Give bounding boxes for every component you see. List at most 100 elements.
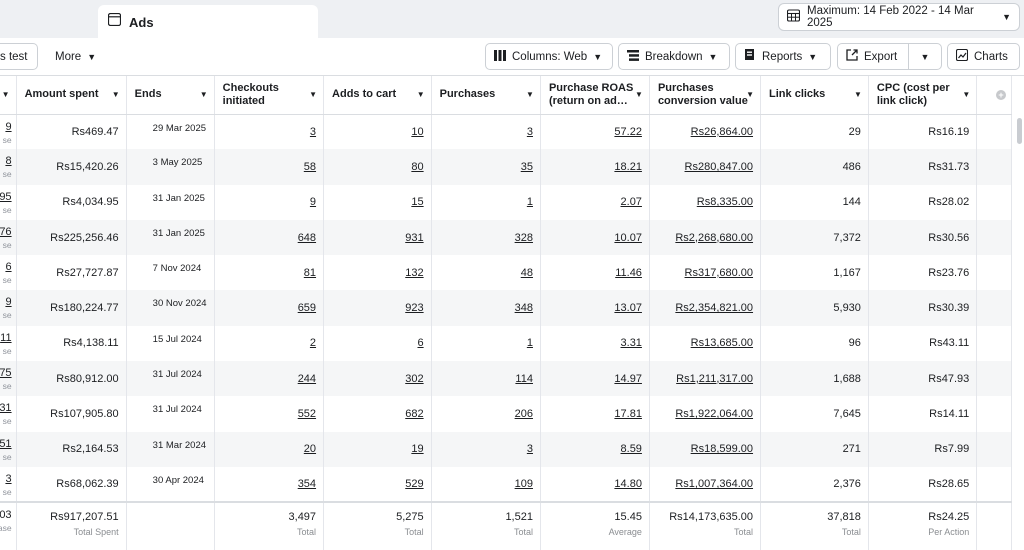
column-header-roas[interactable]: Purchase ROAS (return on ad… ▼ xyxy=(540,76,650,115)
adds-to-cart-cell[interactable]: 529 xyxy=(323,466,432,503)
table-row[interactable]: 51 se Rs2,164.53 31 Mar 2024 20 19 3 8.59 Rs18,5… xyxy=(0,431,1012,467)
roas-cell[interactable]: 14.97 xyxy=(540,361,650,397)
purchases-cell[interactable]: 348 xyxy=(431,290,541,326)
adds-to-cart-cell[interactable]: 132 xyxy=(323,255,432,291)
roas-cell[interactable]: 18.21 xyxy=(540,149,650,185)
checkouts-cell[interactable]: 354 xyxy=(214,466,325,503)
roas-cell[interactable]: 14.80 xyxy=(540,466,650,503)
adds-to-cart-cell[interactable]: 80 xyxy=(323,149,432,185)
sort-down-icon[interactable]: ▼ xyxy=(746,90,755,99)
sort-down-icon[interactable]: ▼ xyxy=(854,90,862,99)
checkouts-cell[interactable]: 9 xyxy=(214,184,325,220)
adds-to-cart-cell[interactable]: 19 xyxy=(323,431,432,467)
conversion-value-cell[interactable]: Rs13,685.00 xyxy=(649,325,762,362)
adds-to-cart-cell[interactable]: 923 xyxy=(323,290,432,326)
purchases-cell[interactable]: 109 xyxy=(431,466,541,503)
more-button[interactable]: More ▼ xyxy=(47,43,105,70)
table-row[interactable]: 31 se Rs107,905.80 31 Jul 2024 552 682 206 17.8… xyxy=(0,396,1012,432)
adds-to-cart-cell[interactable]: 302 xyxy=(323,361,432,397)
purchases-cell[interactable]: 35 xyxy=(431,149,541,185)
column-header-cpc[interactable]: CPC (cost per link click) ▼ xyxy=(868,76,978,115)
table-row[interactable]: 9 se Rs180,224.77 30 Nov 2024 659 923 348 13.07… xyxy=(0,290,1012,326)
column-header-checkouts[interactable]: Checkouts initiated ▼ xyxy=(214,76,325,115)
roas-cell[interactable]: 8.59 xyxy=(540,431,650,467)
columns-button[interactable]: Columns: Web ▼ xyxy=(485,43,613,70)
vertical-scrollbar[interactable] xyxy=(1017,118,1022,144)
date-range-button[interactable]: Maximum: 14 Feb 2022 - 14 Mar 2025 ▼ xyxy=(778,3,1020,31)
breakdown-button[interactable]: Breakdown ▼ xyxy=(618,43,730,70)
purchases-cell[interactable]: 3 xyxy=(431,431,541,467)
table-row[interactable]: 76 se Rs225,256.46 31 Jan 2025 648 931 328 10.0… xyxy=(0,219,1012,256)
export-dropdown-button[interactable]: ▼ xyxy=(908,43,942,70)
checkouts-cell[interactable]: 2 xyxy=(214,325,325,362)
roas-cell[interactable]: 11.46 xyxy=(540,255,650,291)
add-column-header[interactable]: + xyxy=(976,76,1012,115)
conversion-value-cell[interactable]: Rs1,211,317.00 xyxy=(649,361,762,397)
column-header-amount-spent[interactable]: Amount spent ▼ xyxy=(16,76,127,115)
column-header-adds-to-cart[interactable]: Adds to cart ▼ xyxy=(323,76,432,115)
table-row[interactable]: 6 se Rs27,727.87 7 Nov 2024 81 132 48 11.46 Rs31… xyxy=(0,255,1012,291)
roas-cell[interactable]: 3.31 xyxy=(540,325,650,362)
purchases-cell[interactable]: 1 xyxy=(431,184,541,220)
purchases-cell[interactable]: 1 xyxy=(431,325,541,362)
sort-down-icon[interactable]: ▼ xyxy=(111,90,120,99)
adds-to-cart-cell[interactable]: 15 xyxy=(323,184,432,220)
charts-button[interactable]: Charts xyxy=(947,43,1020,70)
checkouts-cell[interactable]: 58 xyxy=(214,149,325,185)
conversion-value-cell[interactable]: Rs1,922,064.00 xyxy=(649,396,762,432)
roas-cell[interactable]: 2.07 xyxy=(540,184,650,220)
table-row[interactable]: 9 se Rs469.47 29 Mar 2025 3 10 3 57.22 Rs26,864.… xyxy=(0,114,1012,150)
adds-to-cart-cell[interactable]: 931 xyxy=(323,219,432,256)
checkouts-cell[interactable]: 659 xyxy=(214,290,325,326)
adds-to-cart-cell[interactable]: 6 xyxy=(323,325,432,362)
adds-to-cart-cell[interactable]: 682 xyxy=(323,396,432,432)
checkouts-cell[interactable]: 552 xyxy=(214,396,325,432)
checkouts-cell[interactable]: 81 xyxy=(214,255,325,291)
sort-down-icon[interactable]: ▼ xyxy=(309,90,318,99)
conversion-value-cell[interactable]: Rs2,354,821.00 xyxy=(649,290,762,326)
column-header-purchases[interactable]: Purchases ▼ xyxy=(431,76,541,115)
sort-down-icon[interactable]: ▼ xyxy=(962,90,971,99)
conversion-value-cell[interactable]: Rs8,335.00 xyxy=(649,184,762,220)
conversion-value-cell[interactable]: Rs26,864.00 xyxy=(649,114,762,150)
conversion-value-cell[interactable]: Rs18,599.00 xyxy=(649,431,762,467)
table-row[interactable]: 95 se Rs4,034.95 31 Jan 2025 9 15 1 2.07 Rs8,335… xyxy=(0,184,1012,220)
column-header-conversion-value[interactable]: Purchases conversion value ▼ xyxy=(649,76,762,115)
table-row[interactable]: 75 se Rs80,912.00 31 Jul 2024 244 302 114 14.97… xyxy=(0,361,1012,397)
column-header-ends[interactable]: Ends ▼ xyxy=(126,76,215,115)
column-header-link-clicks[interactable]: Link clicks ▼ xyxy=(760,76,869,115)
conversion-value-cell[interactable]: Rs280,847.00 xyxy=(649,149,762,185)
roas-cell[interactable]: 17.81 xyxy=(540,396,650,432)
ab-test-button[interactable]: s test xyxy=(0,43,38,70)
checkouts-cell[interactable]: 648 xyxy=(214,219,325,256)
checkouts-cell[interactable]: 20 xyxy=(214,431,325,467)
purchases-cell[interactable]: 48 xyxy=(431,255,541,291)
export-button[interactable]: Export xyxy=(837,43,909,70)
sort-down-icon[interactable]: ▼ xyxy=(416,90,425,99)
top-bar: Ads Maximum: 14 Feb 2022 - 14 Mar 2025 ▼ xyxy=(0,0,1024,39)
conversion-value-cell[interactable]: Rs317,680.00 xyxy=(649,255,762,291)
conversion-value-cell[interactable]: Rs1,007,364.00 xyxy=(649,466,762,503)
table-row[interactable]: 11 se Rs4,138.11 15 Jul 2024 2 6 1 3.31 Rs13,685… xyxy=(0,325,1012,362)
checkouts-cell[interactable]: 3 xyxy=(214,114,325,150)
conversion-value-cell[interactable]: Rs2,268,680.00 xyxy=(649,219,762,256)
purchases-cell[interactable]: 328 xyxy=(431,219,541,256)
add-column-icon[interactable]: + xyxy=(996,90,1006,100)
sort-down-icon[interactable]: ▼ xyxy=(526,90,534,99)
tab-ads[interactable]: Ads xyxy=(98,5,318,39)
roas-cell[interactable]: 13.07 xyxy=(540,290,650,326)
sort-down-icon[interactable]: ▼ xyxy=(199,90,208,99)
roas-cell[interactable]: 57.22 xyxy=(540,114,650,150)
roas-cell[interactable]: 10.07 xyxy=(540,219,650,256)
purchases-cell[interactable]: 114 xyxy=(431,361,541,397)
reports-button[interactable]: Reports ▼ xyxy=(735,43,831,70)
sort-down-icon[interactable]: ▼ xyxy=(635,90,643,99)
checkouts-cell[interactable]: 244 xyxy=(214,361,325,397)
column-header-name[interactable]: ▼ xyxy=(0,76,17,115)
table-row[interactable]: 3 se Rs68,062.39 30 Apr 2024 354 529 109 14.80 R… xyxy=(0,466,1012,503)
sort-down-icon[interactable]: ▼ xyxy=(1,90,10,99)
purchases-cell[interactable]: 206 xyxy=(431,396,541,432)
adds-to-cart-cell[interactable]: 10 xyxy=(323,114,432,150)
table-row[interactable]: 8 se Rs15,420.26 3 May 2025 58 80 35 18.21 Rs280… xyxy=(0,149,1012,185)
purchases-cell[interactable]: 3 xyxy=(431,114,541,150)
